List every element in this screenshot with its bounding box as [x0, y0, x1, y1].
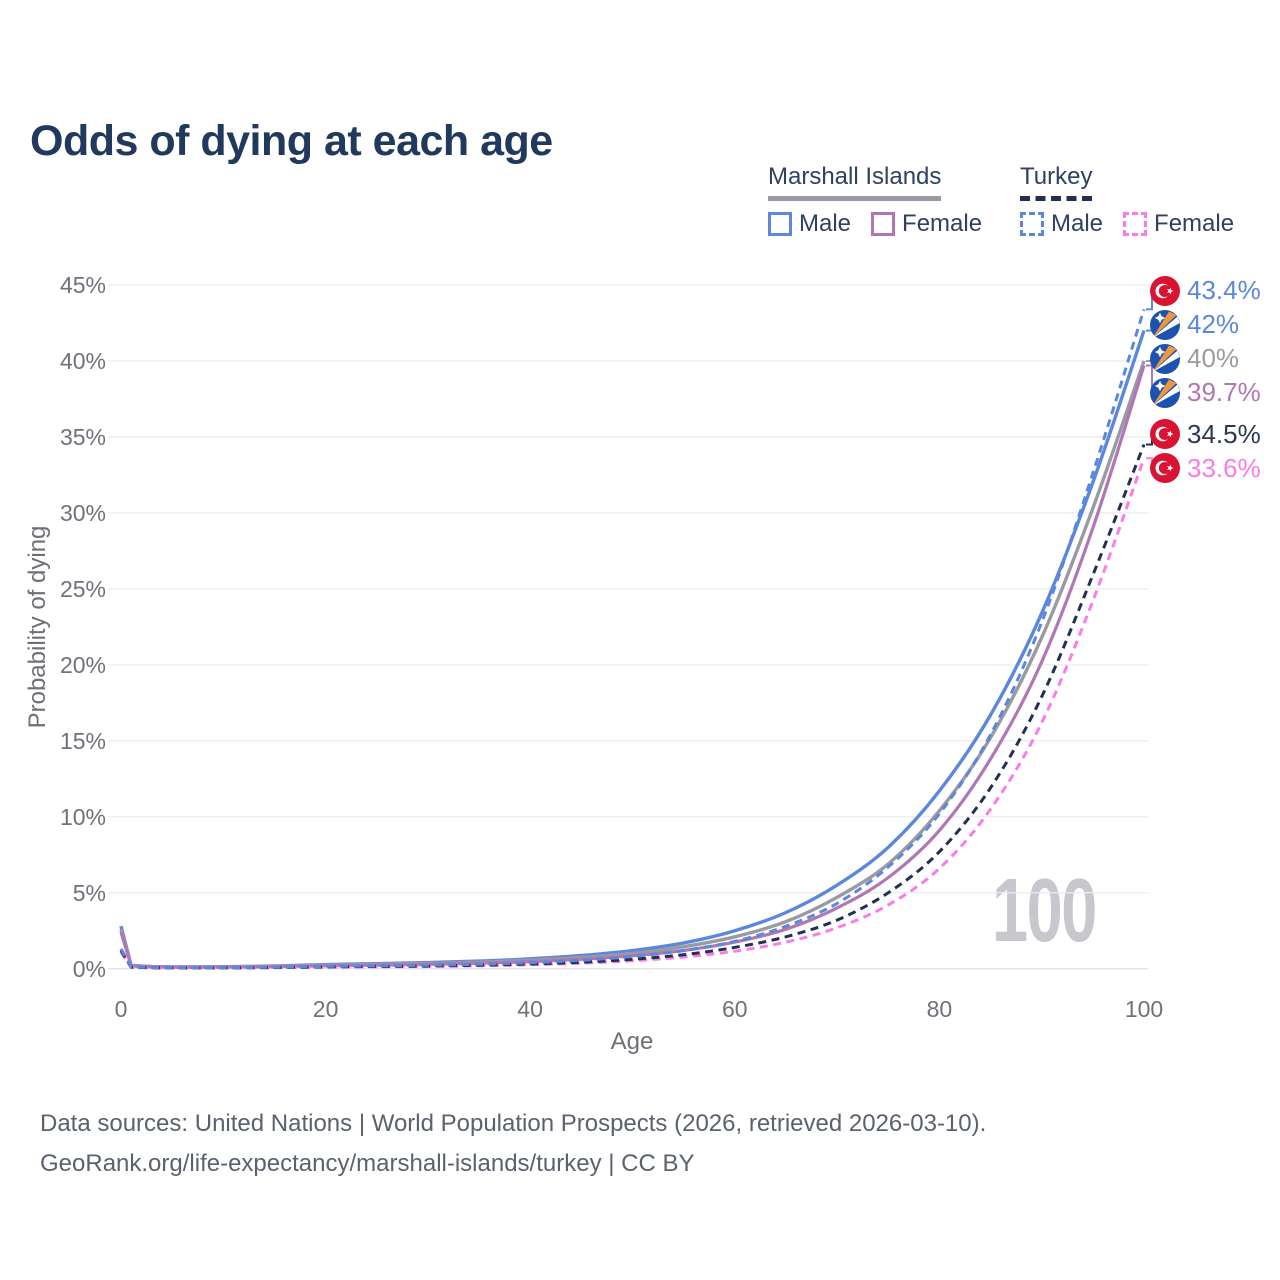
turkey-flag-icon — [1150, 453, 1180, 484]
footer-url-line: GeoRank.org/life-expectancy/marshall-isl… — [40, 1150, 695, 1177]
y-tick-label: 40% — [59, 347, 106, 374]
end-label-turkey-both-sexes: 34.5% — [1150, 418, 1261, 450]
marshall-islands-flag-icon — [1150, 377, 1180, 408]
legend-item-label: Male — [799, 210, 852, 237]
y-tick-label: 25% — [59, 575, 106, 602]
x-tick-label: 80 — [926, 996, 953, 1022]
end-label-turkey-female: 33.6% — [1150, 452, 1261, 484]
turkey-flag-icon — [1150, 419, 1180, 450]
dashed-line-swatch-icon — [1123, 212, 1148, 236]
y-tick-label: 30% — [59, 499, 106, 526]
legend-item-marshall-islands-female[interactable]: Female — [871, 210, 982, 238]
legend-item-turkey-male[interactable]: Male — [1020, 210, 1103, 238]
line-turkey-female — [119, 457, 1146, 970]
end-label-value: 42% — [1187, 309, 1240, 340]
line-turkey-male — [119, 308, 1146, 970]
end-label-value: 33.6% — [1187, 452, 1261, 483]
footer-source-line: Data sources: United Nations | World Pop… — [40, 1110, 987, 1137]
solid-line-swatch-icon — [871, 212, 896, 236]
line-marshall-islands-both-sexes — [119, 360, 1146, 969]
legend-item-marshall-islands-male[interactable]: Male — [768, 210, 851, 238]
y-tick-label: 20% — [59, 651, 106, 678]
x-tick-label: 100 — [1124, 996, 1164, 1022]
y-tick-label: 10% — [59, 803, 106, 830]
line-marshall-islands-male — [119, 330, 1146, 969]
page-title: Odds of dying at each age — [30, 116, 553, 165]
end-label-marshall-islands-female: 39.7% — [1150, 377, 1261, 408]
x-axis-title: Age — [610, 1028, 654, 1055]
legend-country-marshall-islands: Marshall Islands — [768, 163, 942, 201]
solid-line-swatch-icon — [768, 212, 792, 236]
end-label-turkey-male: 43.4% — [1150, 275, 1261, 306]
legend-group-marshall-islands: Marshall Islands Male Female — [768, 163, 982, 238]
x-tick-label: 20 — [312, 996, 339, 1022]
marshall-islands-flag-icon — [1150, 343, 1180, 374]
data-sources-footer: Data sources: United Nations | World Pop… — [40, 1104, 986, 1184]
y-tick-label: 15% — [59, 727, 106, 754]
y-axis-title: Probability of dying — [24, 525, 51, 729]
y-tick-label: 0% — [72, 955, 106, 982]
line-marshall-islands-female — [119, 365, 1146, 969]
line-turkey-both-sexes — [119, 443, 1146, 970]
legend-item-label: Female — [1154, 210, 1235, 237]
end-label-marshall-islands-male: 42% — [1150, 309, 1240, 340]
marshall-islands-flag-icon — [1150, 309, 1180, 340]
y-tick-label: 45% — [59, 272, 106, 298]
end-label-value: 39.7% — [1187, 377, 1261, 408]
watermark-age-100: 100 — [992, 861, 1097, 961]
legend-item-turkey-female[interactable]: Female — [1123, 210, 1234, 238]
legend-item-label: Male — [1051, 210, 1104, 237]
end-label-value: 40% — [1187, 343, 1240, 374]
y-tick-label: 35% — [59, 423, 106, 450]
dashed-line-swatch-icon — [1020, 212, 1044, 236]
end-label-value: 34.5% — [1187, 418, 1261, 449]
x-tick-label: 60 — [722, 996, 748, 1022]
end-label-marshall-islands-both-sexes: 40% — [1150, 343, 1240, 374]
turkey-flag-icon — [1150, 275, 1180, 306]
legend-country-turkey: Turkey — [1020, 163, 1093, 201]
x-tick-label: 40 — [517, 996, 543, 1022]
end-label-value: 43.4% — [1187, 275, 1261, 306]
legend-item-label: Female — [902, 210, 983, 237]
legend-group-turkey: Turkey Male Female — [1020, 163, 1234, 238]
x-tick-label: 0 — [114, 996, 128, 1022]
y-tick-label: 5% — [72, 879, 106, 906]
